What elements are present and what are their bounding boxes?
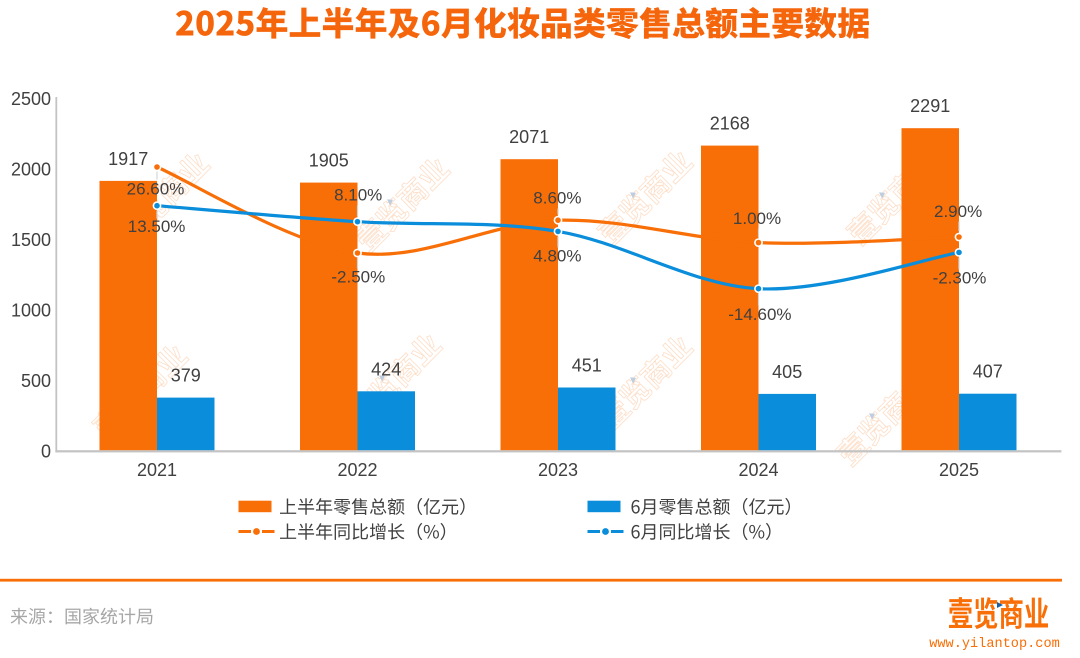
- svg-text:26.60%: 26.60%: [127, 179, 185, 198]
- svg-text:407: 407: [973, 362, 1003, 382]
- svg-text:1500: 1500: [11, 230, 51, 250]
- svg-text:2071: 2071: [509, 127, 549, 147]
- svg-text:405: 405: [772, 362, 802, 382]
- svg-text:2000: 2000: [11, 160, 51, 180]
- svg-text:8.60%: 8.60%: [533, 189, 581, 208]
- svg-text:-2.50%: -2.50%: [331, 268, 385, 287]
- svg-text:1905: 1905: [309, 151, 349, 171]
- svg-text:451: 451: [572, 356, 602, 376]
- svg-text:2023: 2023: [538, 460, 578, 480]
- svg-text:500: 500: [21, 371, 51, 391]
- svg-text:1.00%: 1.00%: [733, 209, 781, 228]
- svg-text:2024: 2024: [738, 460, 778, 480]
- svg-text:424: 424: [371, 359, 401, 379]
- svg-text:13.50%: 13.50%: [128, 217, 186, 236]
- svg-text:2.90%: 2.90%: [934, 202, 982, 221]
- svg-text:1000: 1000: [11, 300, 51, 320]
- svg-text:8.10%: 8.10%: [334, 186, 382, 205]
- svg-text:-2.30%: -2.30%: [933, 269, 987, 288]
- svg-text:379: 379: [171, 366, 201, 386]
- svg-text:2025: 2025: [939, 460, 979, 480]
- svg-text:0: 0: [41, 441, 51, 461]
- svg-text:4.80%: 4.80%: [533, 247, 581, 266]
- svg-text:2168: 2168: [710, 114, 750, 134]
- svg-text:2022: 2022: [337, 460, 377, 480]
- svg-text:-14.60%: -14.60%: [728, 305, 791, 324]
- svg-text:2021: 2021: [137, 460, 177, 480]
- svg-text:2500: 2500: [11, 89, 51, 109]
- svg-text:1917: 1917: [108, 149, 148, 169]
- svg-text:2291: 2291: [910, 96, 950, 116]
- svg-text:www.yilantop.com: www.yilantop.com: [929, 637, 1060, 652]
